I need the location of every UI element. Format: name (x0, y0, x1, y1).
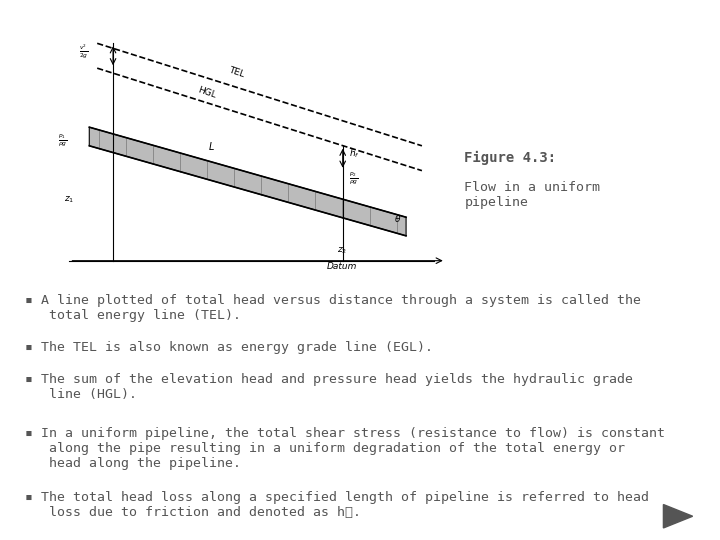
Text: $\frac{v^2}{2g}$: $\frac{v^2}{2g}$ (79, 42, 89, 59)
Polygon shape (663, 504, 693, 528)
Text: $h_f$: $h_f$ (348, 147, 359, 160)
Text: ▪ The sum of the elevation head and pressure head yields the hydraulic grade
   : ▪ The sum of the elevation head and pres… (25, 373, 633, 401)
Text: ▪ The TEL is also known as energy grade line (EGL).: ▪ The TEL is also known as energy grade … (25, 341, 433, 354)
Text: HGL: HGL (196, 85, 217, 100)
Text: $\theta$: $\theta$ (395, 213, 402, 224)
Text: $L$: $L$ (208, 140, 215, 152)
Text: $z_2$: $z_2$ (337, 246, 347, 256)
Text: ▪ A line plotted of total head versus distance through a system is called the
  : ▪ A line plotted of total head versus di… (25, 294, 642, 322)
Text: $\frac{p_2}{\rho g}$: $\frac{p_2}{\rho g}$ (348, 170, 358, 186)
Text: Figure 4.3:: Figure 4.3: (464, 151, 557, 165)
Polygon shape (89, 127, 406, 236)
Text: $z_1$: $z_1$ (63, 195, 73, 205)
Text: Flow in a uniform
pipeline: Flow in a uniform pipeline (464, 181, 600, 209)
Text: ▪ In a uniform pipeline, the total shear stress (resistance to flow) is constant: ▪ In a uniform pipeline, the total shear… (25, 427, 665, 470)
Text: TEL: TEL (228, 66, 246, 79)
Text: $\frac{p_1}{\rho g}$: $\frac{p_1}{\rho g}$ (58, 133, 67, 149)
Text: Datum: Datum (327, 262, 357, 272)
Text: ▪ The total head loss along a specified length of pipeline is referred to head
 : ▪ The total head loss along a specified … (25, 491, 649, 519)
